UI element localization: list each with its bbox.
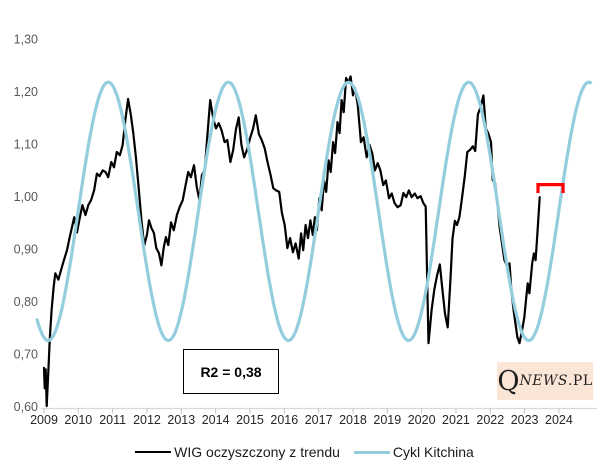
x-axis-label: 2019: [373, 413, 401, 427]
wig-line: [42, 75, 541, 408]
x-axis-label: 2014: [202, 413, 230, 427]
x-axis-label: 2024: [545, 413, 573, 427]
x-axis-label: 2009: [30, 413, 58, 427]
legend: WIG oczyszczony z trendu Cykl Kitchina: [0, 444, 609, 460]
y-axis-label: 1,20: [14, 85, 38, 99]
qnews-logo: Q NEWS .PL: [497, 362, 593, 400]
x-axis-label: 2017: [305, 413, 333, 427]
kitchin-cycle-line: [35, 80, 593, 343]
logo-news-text: NEWS: [519, 373, 568, 389]
x-axis-label: 2016: [270, 413, 298, 427]
legend-label-wig: WIG oczyszczony z trendu: [174, 444, 340, 460]
y-axis-label: 1,10: [14, 138, 38, 152]
x-axis-label: 2011: [99, 413, 126, 427]
x-axis-label: 2023: [511, 413, 539, 427]
r2-label: R2 = 0,38: [200, 363, 262, 380]
x-axis-label: 2022: [476, 413, 504, 427]
x-axis-label: 2015: [236, 413, 264, 427]
x-axis-label: 2010: [64, 413, 92, 427]
x-axis-label: 2021: [442, 413, 470, 427]
kitchin-line-swatch: [353, 450, 390, 454]
x-axis-label: 2013: [167, 413, 195, 427]
x-axis-label: 2018: [339, 413, 367, 427]
legend-item-kitchin: Cykl Kitchina: [353, 444, 474, 460]
x-axis-label: 2020: [408, 413, 436, 427]
y-axis-label: 0,90: [14, 243, 38, 257]
y-axis-label: 0,70: [14, 348, 38, 362]
legend-label-kitchin: Cykl Kitchina: [392, 444, 474, 460]
wig-line-swatch: [135, 451, 172, 453]
legend-item-wig: WIG oczyszczony z trendu: [135, 444, 340, 460]
y-axis-label: 1,00: [14, 190, 38, 204]
forecast-bracket: [536, 183, 565, 193]
logo-letter-q: Q: [497, 365, 520, 397]
y-axis-label: 0,80: [14, 295, 38, 309]
y-axis-label: 0,60: [14, 400, 38, 414]
r2-annotation-box: R2 = 0,38: [183, 349, 279, 394]
y-axis-label: 1,30: [14, 33, 38, 47]
x-axis-label: 2012: [133, 413, 161, 427]
logo-pl-text: .PL: [567, 373, 593, 389]
